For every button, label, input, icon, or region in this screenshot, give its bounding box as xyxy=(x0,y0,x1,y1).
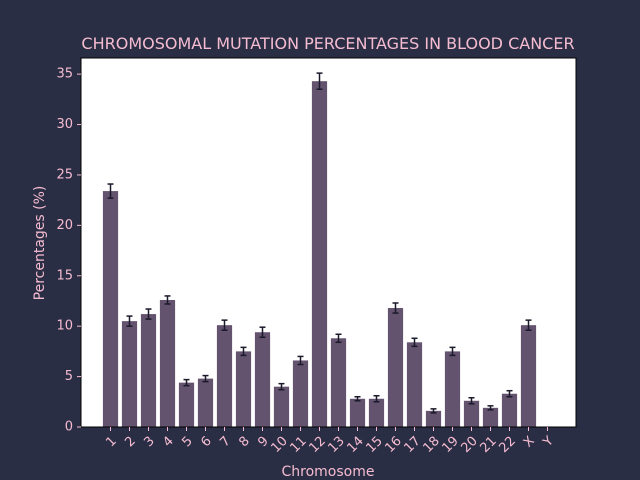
error-bar-4 xyxy=(164,295,171,305)
bar-4 xyxy=(159,299,176,427)
error-bar-6 xyxy=(202,374,209,383)
error-bar-7 xyxy=(221,319,228,331)
bar-13 xyxy=(330,338,347,427)
y-tick-label: 25 xyxy=(56,167,73,182)
error-bar-2 xyxy=(126,315,133,327)
bar-14 xyxy=(349,398,366,427)
y-axis-label: Percentages (%) xyxy=(32,186,48,301)
bar-7 xyxy=(216,325,233,427)
error-bar-16 xyxy=(392,302,399,314)
bar-11 xyxy=(292,360,309,427)
bar-21 xyxy=(482,407,499,427)
error-bar-10 xyxy=(278,382,285,391)
bar-9 xyxy=(254,332,271,427)
y-tick-label: 0 xyxy=(65,420,73,435)
bar-19 xyxy=(444,351,461,427)
bar-12 xyxy=(311,81,328,427)
bar-17 xyxy=(406,342,423,427)
plot-frame xyxy=(80,57,577,428)
error-bar-18 xyxy=(430,408,437,414)
y-tick-label: 10 xyxy=(56,319,73,334)
y-tick-label: 30 xyxy=(56,117,73,132)
bar-22 xyxy=(501,393,518,427)
y-axis-ticks: 0 5 10 15 20 25 30 35 xyxy=(56,67,81,435)
y-tick-label: 20 xyxy=(56,218,73,233)
bars-layer xyxy=(102,81,537,427)
chart-title: CHROMOSOMAL MUTATION PERCENTAGES IN BLOO… xyxy=(81,34,574,53)
x-axis-label: Chromosome xyxy=(282,464,375,480)
bar-5 xyxy=(178,382,195,427)
bar-10 xyxy=(273,386,290,427)
error-bar-19 xyxy=(449,346,456,357)
bar-16 xyxy=(387,308,404,427)
bar-X xyxy=(520,325,537,427)
error-bar-22 xyxy=(506,389,513,398)
error-bar-3 xyxy=(145,308,152,320)
error-bar-20 xyxy=(468,397,475,405)
error-bar-X xyxy=(525,319,532,331)
error-bar-9 xyxy=(259,326,266,339)
error-bar-12 xyxy=(316,72,323,91)
bar-1 xyxy=(102,191,119,427)
error-bar-1 xyxy=(107,183,114,199)
error-bar-11 xyxy=(297,355,304,366)
error-bar-21 xyxy=(487,405,494,411)
error-bar-15 xyxy=(373,394,380,403)
bar-2 xyxy=(121,321,138,427)
y-tick-label: 5 xyxy=(65,369,73,384)
error-bar-13 xyxy=(335,333,342,344)
bar-15 xyxy=(368,398,385,427)
y-tick-label: 15 xyxy=(56,268,73,283)
y-tick-label: 35 xyxy=(56,67,73,82)
error-bar-17 xyxy=(411,337,418,348)
error-bar-5 xyxy=(183,378,190,387)
error-bar-14 xyxy=(354,396,361,402)
error-bars-layer xyxy=(107,72,532,414)
bar-6 xyxy=(197,378,214,427)
bar-20 xyxy=(463,400,480,427)
bar-8 xyxy=(235,351,252,427)
error-bar-8 xyxy=(240,346,247,357)
bar-18 xyxy=(425,410,442,427)
bar-3 xyxy=(140,314,157,427)
